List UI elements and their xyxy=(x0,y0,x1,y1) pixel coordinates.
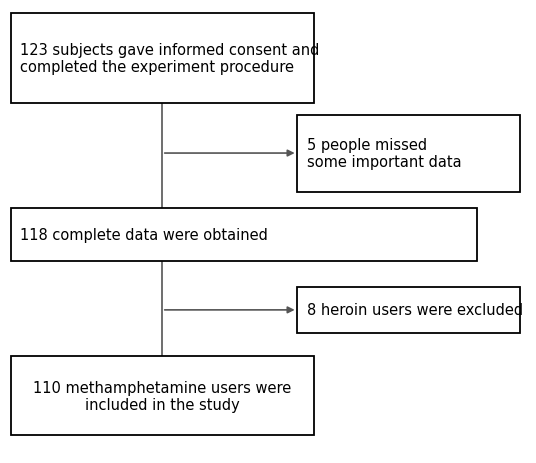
FancyBboxPatch shape xyxy=(11,357,314,435)
Text: 110 methamphetamine users were
included in the study: 110 methamphetamine users were included … xyxy=(33,380,291,412)
FancyBboxPatch shape xyxy=(297,287,520,333)
FancyBboxPatch shape xyxy=(11,208,477,262)
Text: 8 heroin users were excluded: 8 heroin users were excluded xyxy=(307,303,523,318)
Text: 118 complete data were obtained: 118 complete data were obtained xyxy=(20,227,268,243)
Text: 123 subjects gave informed consent and
completed the experiment procedure: 123 subjects gave informed consent and c… xyxy=(20,43,320,75)
FancyBboxPatch shape xyxy=(297,116,520,192)
Text: 5 people missed
some important data: 5 people missed some important data xyxy=(307,138,461,170)
FancyBboxPatch shape xyxy=(11,14,314,104)
